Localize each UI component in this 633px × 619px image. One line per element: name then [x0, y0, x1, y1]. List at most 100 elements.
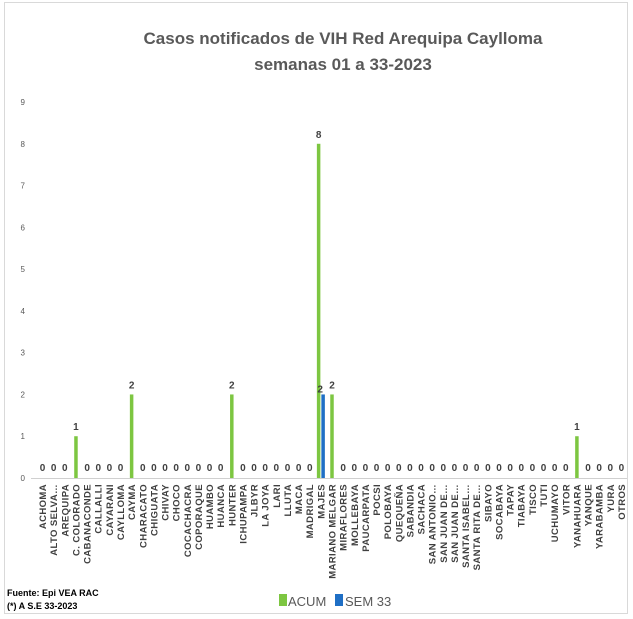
data-label-acum: 0 — [262, 463, 268, 474]
data-label-acum: 0 — [240, 463, 246, 474]
bar-acum — [230, 394, 234, 478]
x-tick-label: SAN ANTONIO… — [428, 484, 439, 564]
data-label-acum: 0 — [407, 463, 413, 474]
x-tick-label: CABANACONDE — [83, 484, 94, 564]
data-label-acum: 0 — [84, 463, 90, 474]
data-label-acum: 1 — [574, 422, 580, 433]
data-label-acum: 0 — [518, 463, 524, 474]
x-tick-label: HUANCA — [216, 484, 227, 528]
bar-acum — [575, 436, 579, 478]
x-tick-label: SIBAYO — [483, 484, 494, 522]
x-tick-label: VITOR — [561, 484, 572, 515]
data-label-acum: 0 — [463, 463, 469, 474]
x-tick-label: MAJES — [316, 484, 327, 519]
legend-label-acum: ACUM — [288, 594, 326, 609]
legend-swatch-acum — [279, 594, 287, 606]
x-tick-label: TIABAYA — [517, 484, 528, 527]
x-tick-label: MOLLEBAYA — [350, 484, 361, 546]
data-label-acum: 0 — [351, 463, 357, 474]
x-tick-label: OTROS — [617, 484, 628, 520]
data-label-acum: 0 — [285, 463, 291, 474]
x-tick-label: COPORAQUE — [194, 484, 205, 550]
footnote: (*) A S.E 33-2023 — [7, 601, 77, 611]
x-tick-label: ALTO SELVA… — [49, 484, 60, 556]
data-label-acum: 2 — [129, 380, 135, 391]
data-label-acum: 0 — [385, 463, 391, 474]
x-tick-label: UCHUMAYO — [550, 484, 561, 542]
y-tick-label: 5 — [21, 265, 26, 274]
x-tick-label: AREQUIPA — [60, 484, 71, 537]
data-label-acum: 0 — [619, 463, 625, 474]
x-tick-label: JLBYR — [250, 484, 261, 517]
x-tick-label: MARIANO MELGAR — [328, 484, 339, 579]
bar-sem-33 — [321, 394, 325, 478]
y-tick-label: 4 — [21, 307, 26, 316]
data-label-acum: 0 — [530, 463, 536, 474]
data-label-acum: 0 — [608, 463, 614, 474]
data-label-acum: 0 — [140, 463, 146, 474]
x-tick-label: SAN JUAN DE… — [439, 484, 450, 563]
data-label-acum: 0 — [207, 463, 213, 474]
data-label-acum: 0 — [107, 463, 113, 474]
y-axis: 0 1 2 3 4 5 6 7 8 9 — [21, 98, 26, 483]
x-tick-label: LLUTA — [283, 484, 294, 516]
x-tick-label: CAYARANI — [105, 484, 116, 536]
legend-swatch-sem33 — [335, 594, 343, 606]
data-label-acum: 2 — [229, 380, 235, 391]
x-tick-label: SAN JUAN DE… — [450, 484, 461, 563]
data-label-acum: 0 — [218, 463, 224, 474]
data-label-acum: 2 — [329, 380, 335, 391]
data-label-acum: 0 — [418, 463, 424, 474]
data-label-acum: 0 — [585, 463, 591, 474]
x-tick-label: LARI — [272, 484, 283, 508]
data-label-acum: 0 — [563, 463, 569, 474]
data-label-acum: 0 — [374, 463, 380, 474]
x-tick-label: YANAHUARA — [572, 484, 583, 548]
x-tick-label: POLOBAYA — [383, 484, 394, 539]
x-tick-label: C. COLORADO — [71, 484, 82, 556]
x-tick-label: SOCABAYA — [494, 484, 505, 540]
x-tick-label: TISCO — [528, 484, 539, 515]
x-tick-label: ICHUPAMPA — [238, 484, 249, 544]
data-label-acum: 0 — [307, 463, 313, 474]
data-label-acum: 0 — [118, 463, 124, 474]
y-tick-label: 3 — [21, 349, 26, 358]
data-label-acum: 0 — [340, 463, 346, 474]
x-tick-label: ACHOMA — [38, 484, 49, 529]
data-label-acum: 0 — [474, 463, 480, 474]
data-label-acum: 0 — [496, 463, 502, 474]
x-tick-label: CAYLLOMA — [116, 484, 127, 540]
data-label-acum: 0 — [541, 463, 547, 474]
bar-acum — [330, 394, 334, 478]
x-tick-label: HUAMBO — [205, 484, 216, 529]
x-tick-label: TUTI — [539, 484, 550, 507]
x-tick-label: POCSI — [372, 484, 383, 516]
y-tick-label: 9 — [21, 98, 26, 107]
chart-title: Casos notificados de VIH Red Arequipa Ca… — [144, 29, 544, 48]
x-tick-label: CALLALLI — [94, 484, 105, 534]
bars — [74, 143, 579, 478]
data-label-acum: 0 — [296, 463, 302, 474]
data-labels: 0 0 010 0 0 020 0 0 0 0 0 0 020 0 0 0 0 0 082 20 0 0 0 0 0 0 0 0 0 0 0… — [40, 130, 625, 474]
x-tick-label: MIRAFLORES — [339, 484, 350, 551]
data-label-acum: 0 — [507, 463, 513, 474]
data-label-acum: 0 — [185, 463, 191, 474]
x-tick-label: CAYMA — [127, 484, 138, 520]
data-label-acum: 1 — [73, 422, 79, 433]
data-label-sem-33: 2 — [317, 384, 323, 395]
y-tick-label: 2 — [21, 390, 26, 399]
x-tick-label: YURA — [606, 484, 617, 513]
x-tick-label: PAUCARPATA — [361, 484, 372, 552]
x-tick-label: SABANDIA — [405, 484, 416, 537]
legend-label-sem33: SEM 33 — [345, 594, 391, 609]
data-label-acum: 0 — [51, 463, 57, 474]
chart-frame — [4, 2, 628, 614]
data-label-acum: 0 — [251, 463, 257, 474]
x-tick-label: SANTA RITA DE… — [472, 484, 483, 570]
data-label-acum: 0 — [162, 463, 168, 474]
data-label-acum: 0 — [40, 463, 46, 474]
x-tick-label: TAPAY — [506, 484, 517, 516]
legend: ACUM SEM 33 — [279, 594, 391, 609]
x-tick-label: YANQUE — [584, 484, 595, 526]
